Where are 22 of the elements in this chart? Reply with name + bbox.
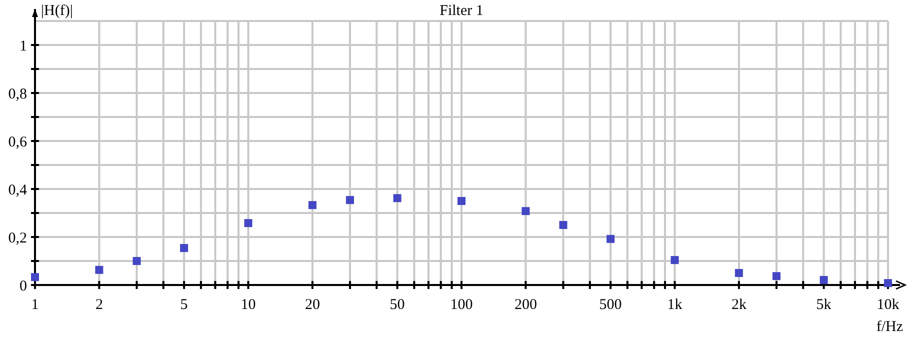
y-axis-title: |H(f)| <box>41 3 73 19</box>
y-tick-label: 0 <box>20 278 27 294</box>
y-tick-label: 0,6 <box>8 134 28 150</box>
x-tick-label: 50 <box>390 297 405 313</box>
x-tick-label: 500 <box>599 297 622 313</box>
x-tick-label: 200 <box>514 297 537 313</box>
chart-title: Filter 1 <box>440 3 484 19</box>
x-tick-label: 10k <box>876 297 900 313</box>
x-tick-label: 20 <box>304 297 320 313</box>
y-tick-label: 1 <box>20 38 27 54</box>
x-tick-label: 100 <box>450 297 473 313</box>
x-axis-title: f/Hz <box>876 319 904 335</box>
y-tick-label: 0,2 <box>8 230 27 246</box>
x-tick-label: 2 <box>95 297 103 313</box>
x-tick-label: 5 <box>180 297 188 313</box>
x-tick-label: 2k <box>731 297 747 313</box>
y-tick-label: 0,8 <box>8 86 27 102</box>
x-tick-label: 5k <box>816 297 832 313</box>
x-tick-label: 1 <box>31 297 39 313</box>
y-tick-label: 0,4 <box>8 182 28 198</box>
x-tick-label: 10 <box>240 297 256 313</box>
x-tick-label: 1k <box>667 297 683 313</box>
